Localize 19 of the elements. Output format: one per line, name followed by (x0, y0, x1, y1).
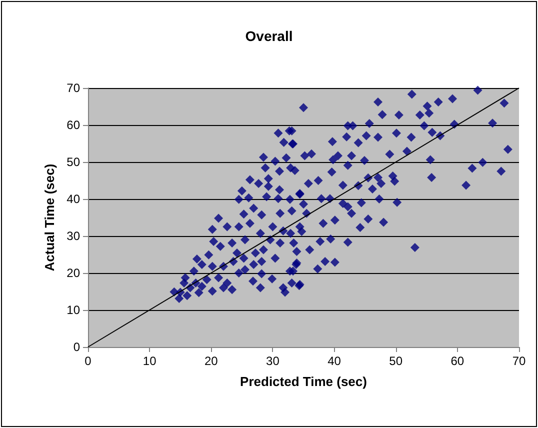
y-tick-label: 0 (73, 340, 80, 354)
y-tick-label: 10 (66, 303, 80, 317)
y-tick-label: 50 (66, 155, 80, 169)
x-tick-label: 70 (512, 354, 526, 368)
x-axis-title: Predicted Time (sec) (240, 374, 367, 389)
y-tick-label: 70 (66, 81, 80, 95)
x-tick-label: 40 (328, 354, 342, 368)
y-tick-label: 30 (66, 229, 80, 243)
y-tick-label: 60 (66, 118, 80, 132)
x-tick-label: 10 (142, 354, 157, 368)
x-tick-label: 60 (450, 354, 464, 368)
x-tick-label: 30 (266, 354, 280, 368)
x-tick-label: 0 (84, 354, 92, 368)
x-tick-label: 20 (204, 354, 218, 368)
y-tick-label: 20 (66, 266, 80, 280)
y-tick-label: 40 (66, 192, 80, 206)
x-tick-label: 50 (389, 354, 403, 368)
y-axis-title: Actual Time (sec) (42, 164, 57, 272)
chart-title: Overall (245, 28, 293, 44)
